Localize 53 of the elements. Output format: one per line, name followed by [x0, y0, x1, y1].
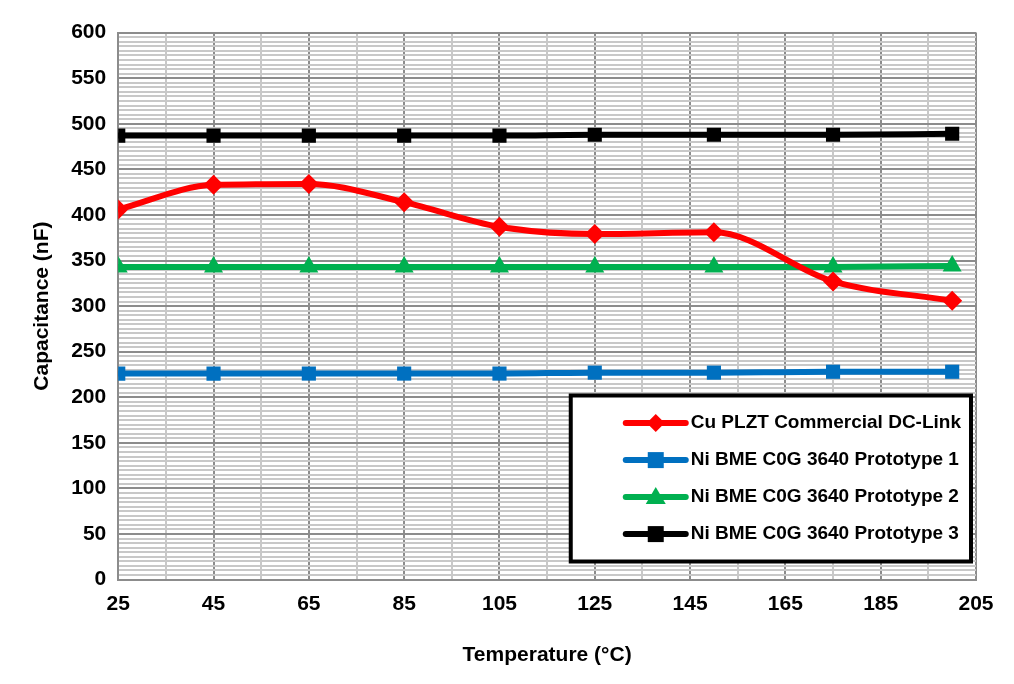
x-tick-label: 45: [201, 591, 226, 614]
y-tick-label: 50: [82, 520, 107, 544]
y-tick-label: 300: [71, 292, 107, 316]
point: [203, 174, 224, 195]
legend-label: Cu PLZT Commercial DC-Link: [690, 411, 962, 433]
x-tick-label: 185: [863, 591, 899, 614]
y-tick-label: 150: [71, 429, 107, 453]
point: [945, 364, 960, 379]
point: [584, 224, 605, 245]
x-tick-label: 105: [481, 591, 518, 614]
x-tick-label: 205: [958, 591, 994, 614]
point: [823, 271, 844, 292]
x-tick-label: 145: [672, 591, 708, 614]
point: [397, 366, 412, 381]
point: [492, 366, 507, 381]
y-axis-title: Capacitance (nF): [29, 221, 53, 391]
point: [945, 126, 960, 141]
point: [301, 366, 316, 381]
x-tick-label: 125: [577, 591, 613, 614]
y-tick-label: 550: [71, 64, 107, 88]
point: [587, 365, 602, 380]
point: [489, 216, 510, 237]
point: [394, 192, 415, 213]
y-tick-label: 100: [71, 475, 107, 499]
legend-label: Ni BME C0G 3640 Prototype 2: [690, 485, 959, 507]
point: [942, 290, 963, 311]
x-tick-label: 25: [106, 591, 131, 614]
y-tick-label: 250: [71, 338, 107, 362]
point: [298, 173, 319, 194]
point: [587, 127, 602, 142]
y-tick-label: 350: [71, 247, 107, 271]
legend-label: Ni BME C0G 3640 Prototype 1: [690, 448, 960, 470]
y-tick-label: 600: [71, 19, 107, 43]
point: [706, 127, 721, 142]
x-tick-label: 85: [392, 591, 417, 614]
y-tick-label: 200: [71, 384, 107, 408]
point: [825, 127, 841, 142]
x-axis-title: Temperature (°C): [462, 642, 632, 666]
point: [492, 128, 507, 143]
y-tick-label: 500: [71, 110, 107, 134]
y-tick-label: 450: [71, 156, 107, 180]
x-tick-label: 165: [767, 591, 804, 614]
point: [301, 128, 316, 143]
legend-label: Ni BME C0G 3640 Prototype 3: [690, 522, 959, 544]
point: [206, 128, 221, 143]
point: [206, 366, 221, 381]
point: [706, 365, 721, 380]
point: [825, 364, 841, 379]
y-tick-label: 400: [71, 201, 107, 225]
y-tick-label: 0: [94, 566, 107, 590]
point: [397, 128, 412, 143]
x-tick-label: 65: [297, 591, 321, 614]
point: [703, 222, 724, 243]
